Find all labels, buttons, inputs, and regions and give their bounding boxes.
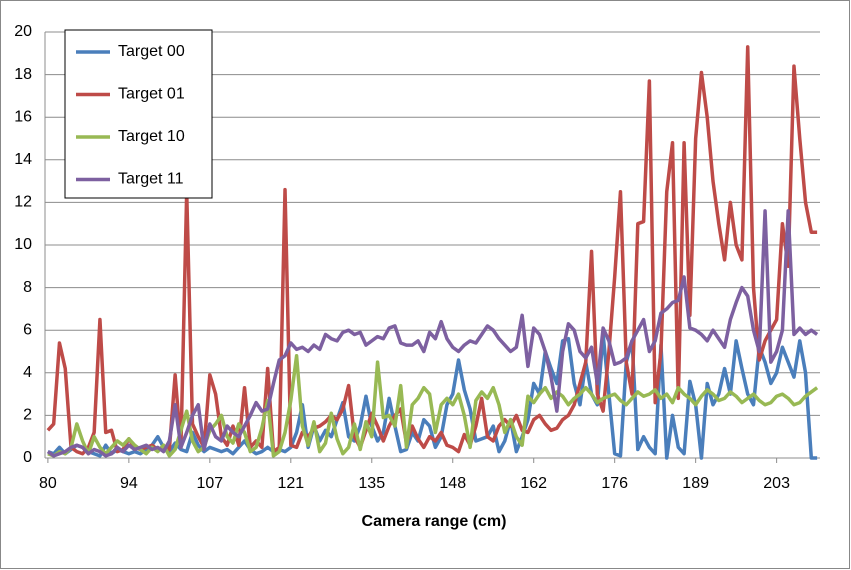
y-tick-label: 0 [23, 449, 32, 466]
legend-label: Target 01 [118, 86, 185, 103]
y-tick-label: 2 [23, 407, 32, 424]
x-tick-label: 176 [601, 475, 628, 492]
y-tick-label: 14 [14, 151, 32, 168]
series-line [46, 209, 819, 458]
x-axis-title: Camera range (cm) [362, 513, 507, 530]
legend-label: Target 00 [118, 43, 185, 60]
x-tick-label: 107 [196, 475, 223, 492]
x-tick-label: 94 [120, 475, 138, 492]
x-tick-label: 189 [682, 475, 709, 492]
y-tick-label: 18 [14, 66, 32, 83]
y-tick-label: 6 [23, 321, 32, 338]
x-tick-label: 80 [39, 475, 57, 492]
y-tick-label: 10 [14, 236, 32, 253]
x-tick-label: 203 [763, 475, 790, 492]
y-tick-label: 4 [23, 364, 32, 381]
x-tick-label: 162 [520, 475, 547, 492]
x-tick-label: 121 [277, 475, 304, 492]
y-tick-label: 20 [14, 23, 32, 40]
series-line [46, 45, 818, 456]
x-tick-label: 148 [439, 475, 466, 492]
legend-label: Target 10 [118, 128, 185, 145]
legend-label: Target 11 [118, 171, 184, 188]
series-line [47, 354, 819, 458]
y-tick-label: 8 [23, 279, 32, 296]
x-tick-label: 135 [358, 475, 385, 492]
y-tick-label: 12 [14, 194, 32, 211]
legend-box [64, 29, 213, 199]
y-tick-label: 16 [14, 108, 32, 125]
